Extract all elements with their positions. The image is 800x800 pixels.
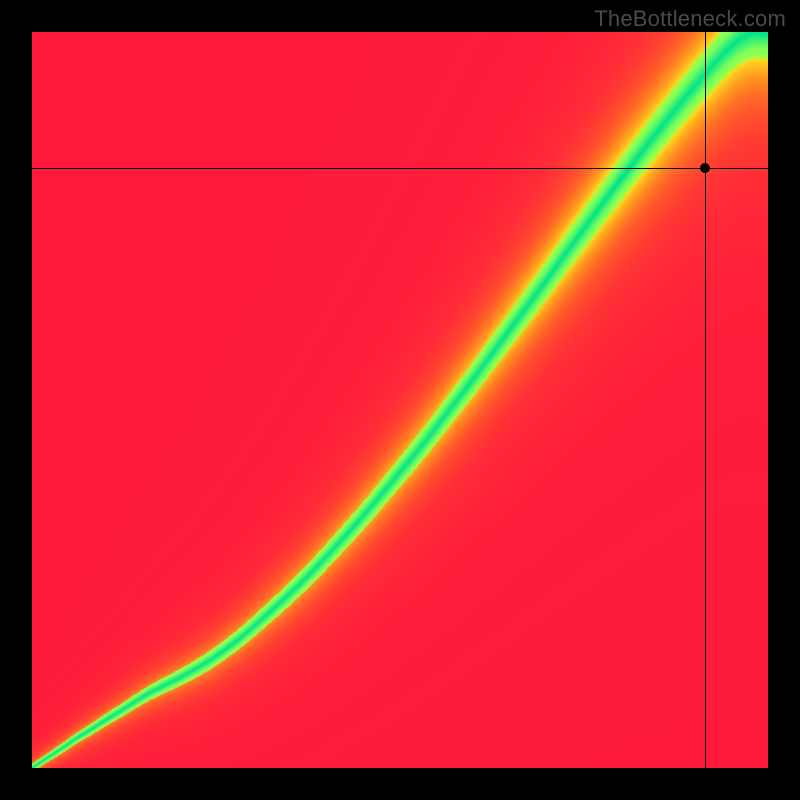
heatmap-canvas [32, 32, 768, 768]
watermark-text: TheBottleneck.com [594, 6, 786, 32]
heatmap-plot [32, 32, 768, 768]
crosshair-marker [700, 163, 710, 173]
crosshair-vertical [705, 32, 706, 768]
crosshair-horizontal [32, 168, 768, 169]
